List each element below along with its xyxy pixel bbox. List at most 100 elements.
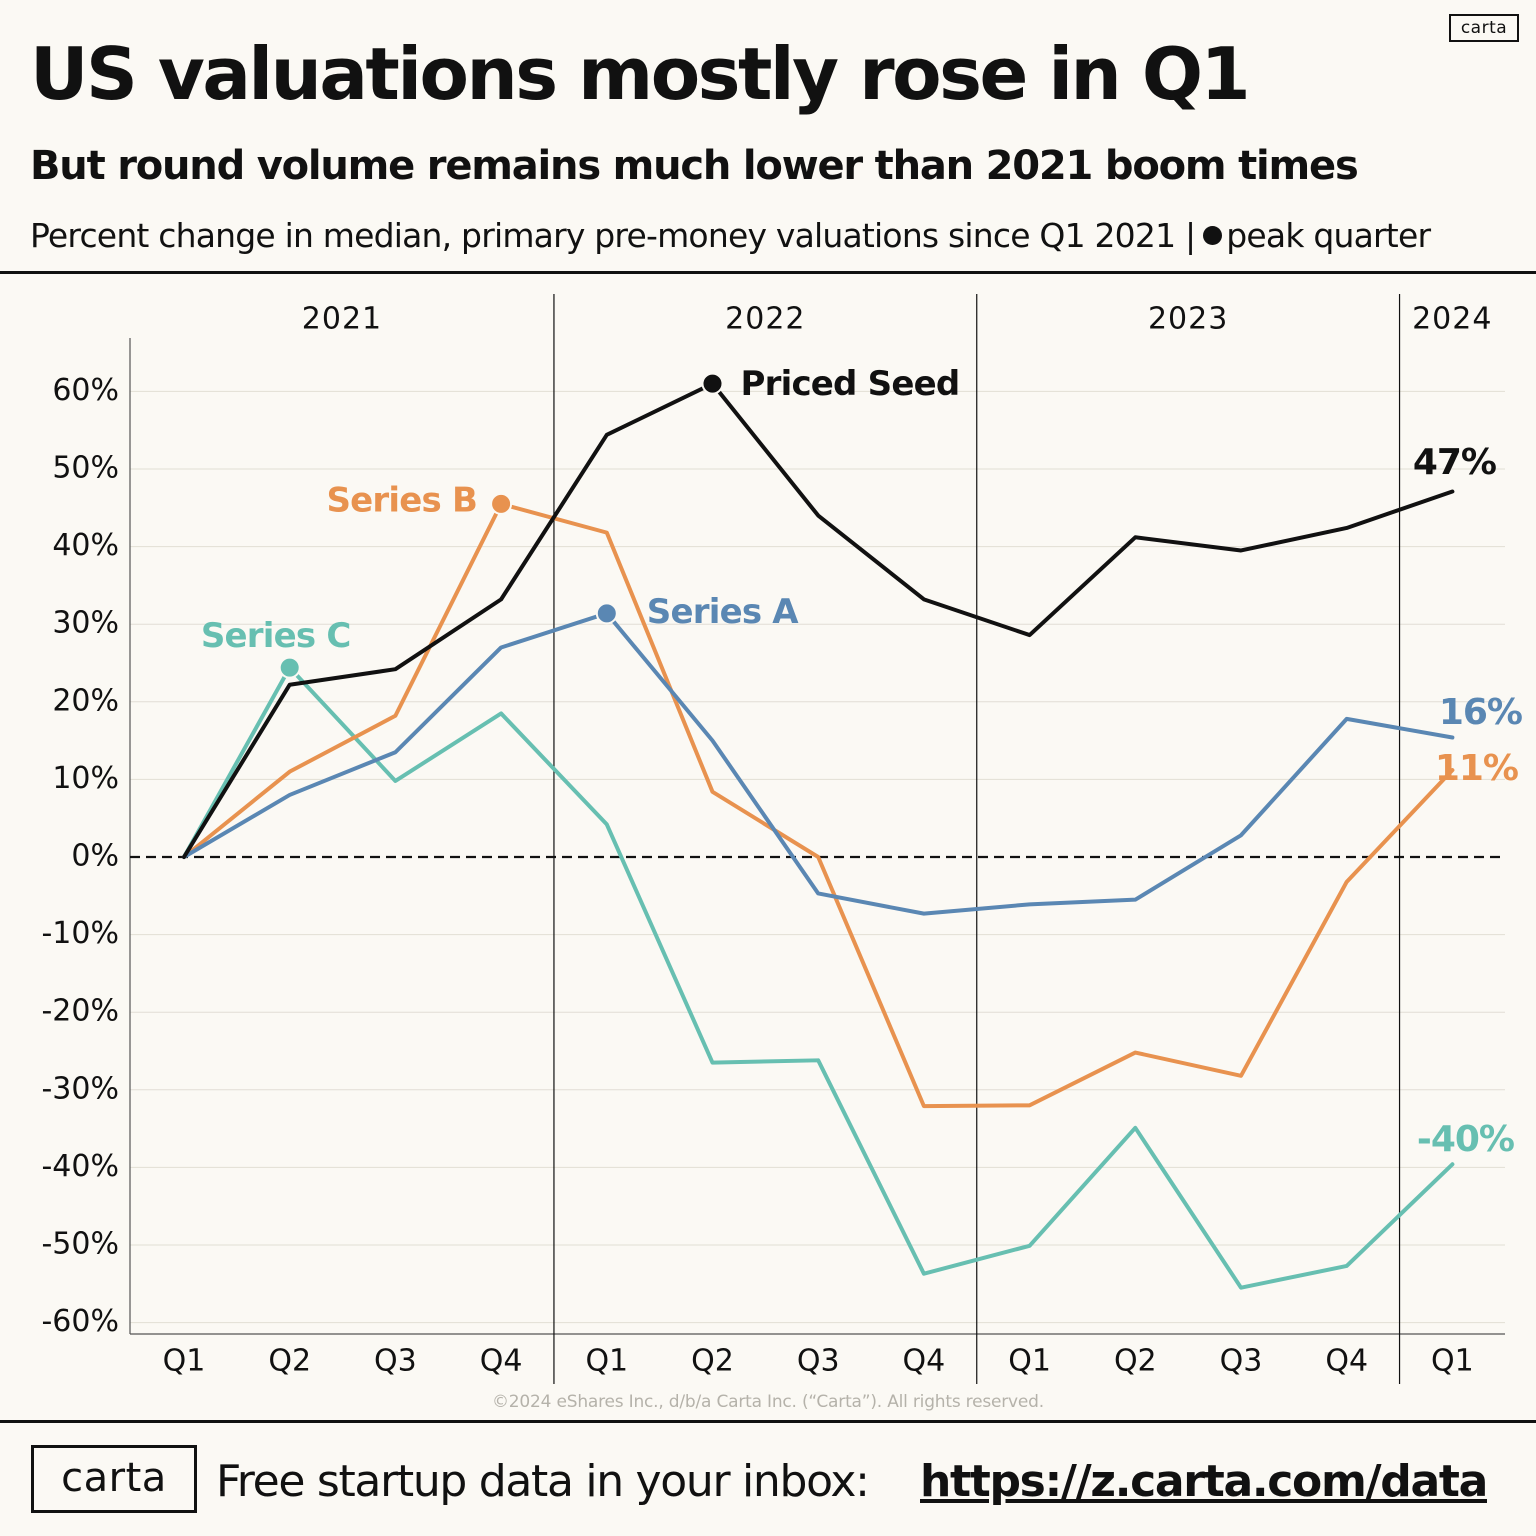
series-a-point: [393, 750, 397, 754]
year-label: 2024: [1412, 302, 1492, 337]
series-a-point: [1450, 735, 1454, 739]
chart-title: US valuations mostly rose in Q1: [30, 32, 1251, 116]
series-b-point: [1345, 880, 1349, 884]
series-a-point: [1028, 902, 1032, 906]
y-tick-label: -40%: [41, 1149, 119, 1184]
newsletter-cta-text: Free startup data in your inbox:: [216, 1456, 870, 1507]
y-tick-label: 40%: [52, 528, 119, 563]
priced-seed-series-label: Priced Seed: [741, 364, 960, 404]
series-a-line: [182, 611, 1455, 916]
priced-seed-point: [393, 667, 397, 671]
series-c-line: [182, 665, 1455, 1290]
caption-text: Percent change in median, primary pre-mo…: [30, 216, 1196, 255]
chart-caption: Percent change in median, primary pre-mo…: [30, 214, 1431, 258]
series-a-series-label: Series A: [647, 592, 800, 632]
x-tick-label: Q4: [903, 1344, 946, 1379]
carta-logo-top: carta: [1449, 14, 1519, 42]
priced-seed-peak-marker: [701, 372, 724, 395]
chart-subtitle: But round volume remains much lower than…: [30, 143, 1359, 189]
priced-seed-point: [1028, 633, 1032, 637]
series-c-point: [1133, 1126, 1137, 1130]
x-tick-label: Q1: [1008, 1344, 1051, 1379]
priced-seed-point: [182, 855, 186, 859]
priced-seed-point: [1239, 548, 1243, 552]
y-tick-label: -30%: [41, 1071, 119, 1106]
x-tick-label: Q1: [163, 1344, 206, 1379]
carta-logo-bottom: carta: [31, 1445, 197, 1513]
year-label: 2022: [725, 302, 805, 337]
priced-seed-point: [816, 514, 820, 518]
series-c-point: [605, 822, 609, 826]
priced-seed-point: [1345, 526, 1349, 530]
series-b-peak-marker: [490, 492, 513, 515]
x-tick-label: Q2: [1114, 1344, 1157, 1379]
priced-seed-point: [288, 683, 292, 687]
y-tick-label: -10%: [41, 916, 119, 951]
series-a-point: [1239, 833, 1243, 837]
series-a-point: [499, 645, 503, 649]
series-b-point: [816, 855, 820, 859]
priced-seed-line: [182, 381, 1455, 859]
y-tick-label: -60%: [41, 1304, 119, 1339]
series-a-point: [711, 739, 715, 743]
series-c-end-value-label: -40%: [1417, 1119, 1514, 1160]
series-c-point: [1239, 1286, 1243, 1290]
header-divider: [0, 271, 1536, 274]
x-tick-label: Q3: [374, 1344, 417, 1379]
y-tick-label: 0%: [71, 839, 119, 874]
series-c-point: [1028, 1244, 1032, 1248]
series-c-point: [711, 1061, 715, 1065]
priced-seed-point: [605, 433, 609, 437]
y-tick-label: 20%: [52, 683, 119, 718]
year-label: 2021: [302, 302, 382, 337]
series-b-line: [182, 501, 1455, 1109]
series-a-point: [922, 912, 926, 916]
x-tick-label: Q3: [797, 1344, 840, 1379]
x-tick-label: Q4: [1325, 1344, 1368, 1379]
priced-seed-point: [1133, 535, 1137, 539]
series-b-point: [922, 1104, 926, 1108]
series-c-point: [922, 1272, 926, 1276]
priced-seed-end-value-label: 47%: [1413, 442, 1496, 483]
series-c-series-label: Series C: [201, 616, 351, 656]
x-tick-label: Q1: [1431, 1344, 1474, 1379]
series-a-peak-marker: [595, 602, 618, 625]
priced-seed-point: [1450, 490, 1454, 494]
series-b-point: [1028, 1103, 1032, 1107]
peak-legend-label: peak quarter: [1226, 216, 1431, 255]
footer-divider: [0, 1420, 1536, 1423]
series-b-point: [1239, 1074, 1243, 1078]
series-b-point: [711, 790, 715, 794]
copyright-notice: ©2024 eShares Inc., d/b/a Carta Inc. (“C…: [492, 1392, 1044, 1412]
series-a-end-value-label: 16%: [1439, 692, 1522, 733]
y-tick-label: 50%: [52, 451, 119, 486]
series-b-end-value-label: 11%: [1435, 748, 1518, 789]
x-tick-label: Q2: [691, 1344, 734, 1379]
series-b-point: [1133, 1051, 1137, 1055]
x-tick-label: Q2: [268, 1344, 311, 1379]
series-b-point: [288, 770, 292, 774]
year-label: 2023: [1148, 302, 1228, 337]
y-tick-label: 60%: [52, 373, 119, 408]
priced-seed-point: [499, 597, 503, 601]
series-b-series-label: Series B: [326, 480, 477, 520]
series-c-peak-marker: [278, 656, 301, 679]
y-tick-label: -50%: [41, 1227, 119, 1262]
x-tick-label: Q1: [585, 1344, 628, 1379]
series-a-point: [1345, 717, 1349, 721]
y-tick-label: 10%: [52, 761, 119, 796]
newsletter-cta-link[interactable]: https://z.carta.com/data: [920, 1456, 1488, 1507]
series-b-point: [605, 531, 609, 535]
priced-seed-point: [922, 597, 926, 601]
series-a-point: [1133, 898, 1137, 902]
series-b-point: [393, 714, 397, 718]
y-tick-label: 30%: [52, 606, 119, 641]
series-a-point: [816, 891, 820, 895]
series-c-point: [1450, 1162, 1454, 1166]
x-tick-label: Q3: [1220, 1344, 1263, 1379]
series-c-point: [499, 711, 503, 715]
series-a-point: [288, 793, 292, 797]
series-c-point: [1345, 1264, 1349, 1268]
peak-legend-dot-icon: [1203, 226, 1223, 245]
series-c-point: [816, 1058, 820, 1062]
